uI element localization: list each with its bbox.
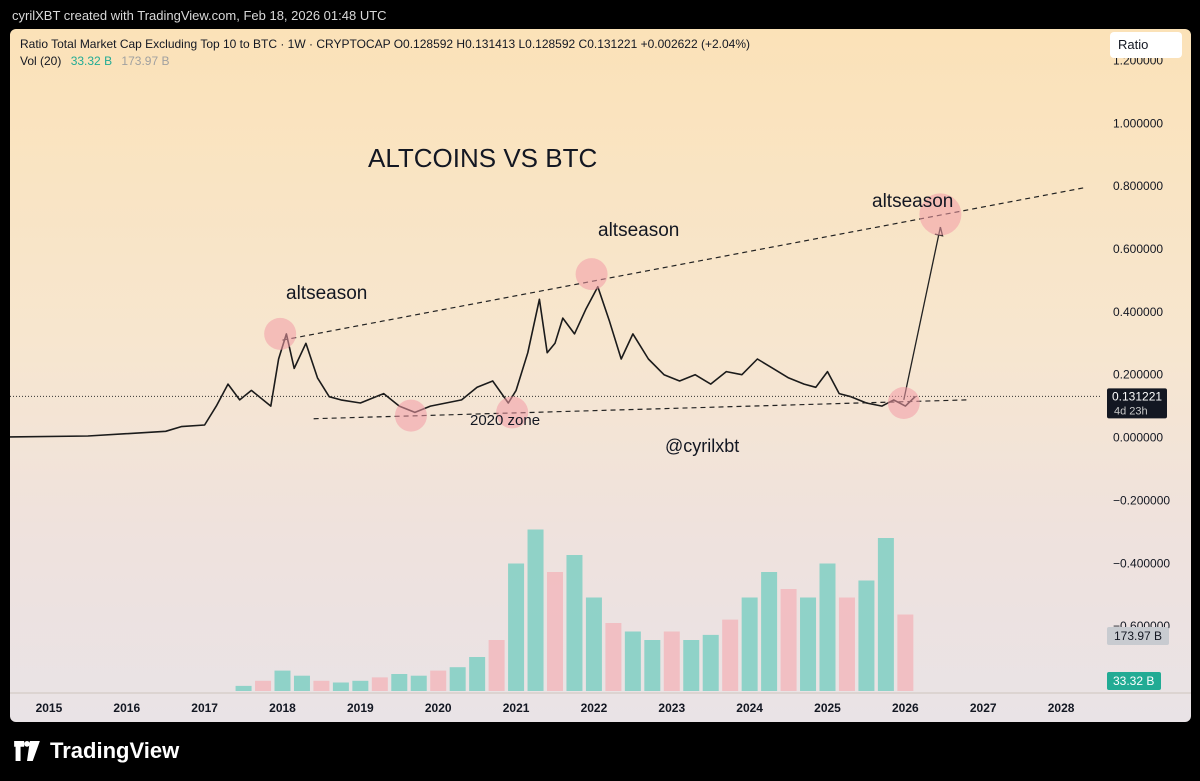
credit-text: cyrilXBT created with TradingView.com, F… xyxy=(12,8,387,23)
x-tick-label: 2023 xyxy=(658,701,685,715)
volume-bar xyxy=(741,597,758,691)
y-tick-label: −0.200000 xyxy=(1113,493,1170,507)
volume-bar xyxy=(800,597,817,691)
brand-name: TradingView xyxy=(50,738,180,763)
x-tick-label: 2018 xyxy=(269,701,296,715)
volume-bar xyxy=(780,589,797,691)
volume-bar xyxy=(293,675,310,691)
volume-legend-value: 33.32 B xyxy=(70,54,113,68)
highlight-circle xyxy=(887,387,920,419)
x-tick-label: 2016 xyxy=(113,701,140,715)
x-tick-label: 2027 xyxy=(970,701,997,715)
volume-bar xyxy=(761,572,778,691)
x-tick-label: 2021 xyxy=(503,701,530,715)
price-label-box xyxy=(1107,388,1167,419)
vol-label: 33.32 B xyxy=(1113,674,1154,688)
volume-bar xyxy=(877,538,894,691)
series-legend: Ratio Total Market Cap Excluding Top 10 … xyxy=(20,37,751,51)
highlight-circle xyxy=(575,258,608,291)
volume-bar xyxy=(897,614,914,691)
vol-label-box xyxy=(1107,672,1161,690)
volume-legend: Vol (20) 33.32 B 173.97 B xyxy=(20,54,169,68)
y-tick-label: −0.400000 xyxy=(1113,556,1170,570)
volume-bar xyxy=(469,657,486,691)
y-tick-label: 0.200000 xyxy=(1113,368,1163,382)
x-tick-label: 2020 xyxy=(425,701,452,715)
price-line xyxy=(10,285,917,438)
tradingview-logo-icon xyxy=(14,741,40,761)
volume-bar xyxy=(508,563,525,691)
chart-title: ALTCOINS VS BTC xyxy=(368,143,597,173)
y-tick-label: 0.000000 xyxy=(1113,431,1163,445)
x-tick-label: 2024 xyxy=(736,701,763,715)
highlight-circle xyxy=(394,399,427,432)
x-tick-label: 2025 xyxy=(814,701,841,715)
volume-legend-label: Vol (20) xyxy=(20,54,62,68)
countdown-label: 4d 23h xyxy=(1114,405,1148,417)
volume-bar xyxy=(332,682,349,691)
volume-bar xyxy=(663,631,680,691)
y-tick-label: 1.000000 xyxy=(1113,116,1163,130)
volume-legend-ma: 173.97 B xyxy=(121,54,170,68)
volume-bar xyxy=(566,555,583,691)
highlight-circle xyxy=(919,193,962,236)
projection-arrow xyxy=(903,226,942,400)
chart-svg[interactable]: ALTCOINS VS BTC altseason altseason altseas… xyxy=(10,29,1191,722)
x-tick-label: 2015 xyxy=(36,701,63,715)
x-tick-label: 2028 xyxy=(1048,701,1075,715)
annotation-handle: @cyrilxbt xyxy=(665,436,739,456)
volume-bar xyxy=(235,685,252,691)
volume-bar xyxy=(488,640,505,691)
price-layer xyxy=(10,285,1100,438)
highlight-circle xyxy=(496,396,529,429)
x-tick-label: 2022 xyxy=(581,701,608,715)
y-tick-label: 0.400000 xyxy=(1113,305,1163,319)
volume-bar xyxy=(605,623,622,691)
volume-layer xyxy=(235,529,914,691)
volume-bar xyxy=(858,580,875,691)
volume-bar xyxy=(547,572,563,691)
annotation-altseason-future: altseason xyxy=(872,191,953,212)
volume-bar xyxy=(819,563,836,691)
volume-bar xyxy=(255,680,272,691)
volume-bar xyxy=(585,597,602,691)
highlight-layer xyxy=(264,193,962,432)
y-tick-label: 0.600000 xyxy=(1113,242,1163,256)
price-label: 0.131221 xyxy=(1112,389,1162,403)
header-bar: cyrilXBT created with TradingView.com, F… xyxy=(0,0,1200,30)
volume-bar xyxy=(624,631,641,691)
vol-ma-label-box xyxy=(1107,627,1169,645)
volume-bar xyxy=(702,634,719,691)
x-tick-label: 2026 xyxy=(892,701,919,715)
annotation-layer: ALTCOINS VS BTC altseason altseason altseas… xyxy=(286,143,953,456)
highlight-circle xyxy=(264,317,297,350)
chart-panel[interactable]: ALTCOINS VS BTC altseason altseason altseas… xyxy=(10,29,1191,722)
volume-bar xyxy=(352,680,369,691)
scale-ratio-button[interactable]: Ratio xyxy=(1110,32,1182,58)
volume-bar xyxy=(644,640,661,691)
volume-bar xyxy=(838,597,855,691)
volume-bar xyxy=(313,680,330,691)
volume-bar xyxy=(391,674,408,691)
annotation-altseason-2018: altseason xyxy=(286,283,367,304)
x-tick-label: 2019 xyxy=(347,701,374,715)
trendline-layer xyxy=(282,187,1085,420)
volume-bar xyxy=(410,675,427,691)
annotation-2020-zone: 2020 zone xyxy=(470,412,540,429)
volume-bar xyxy=(274,670,291,691)
trendline-upper xyxy=(282,187,1085,341)
volume-bar xyxy=(449,667,466,691)
x-tick-label: 2017 xyxy=(191,701,218,715)
tradingview-brand: TradingView xyxy=(12,736,179,766)
volume-bar xyxy=(371,677,388,691)
volume-bar xyxy=(722,619,739,691)
vol-ma-label: 173.97 B xyxy=(1114,629,1162,643)
volume-bar xyxy=(430,670,447,691)
annotation-altseason-2022: altseason xyxy=(598,220,679,241)
volume-bar xyxy=(683,640,700,691)
y-tick-label: 0.800000 xyxy=(1113,179,1163,193)
volume-bar xyxy=(527,529,544,691)
